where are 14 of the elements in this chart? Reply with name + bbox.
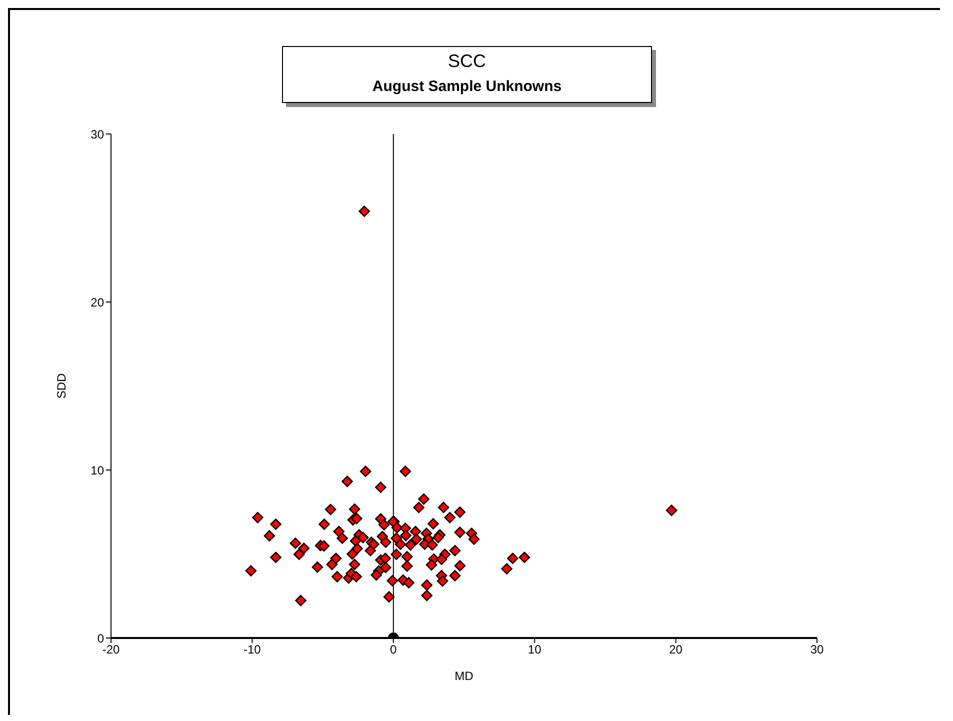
y-tick-label: 10 (90, 463, 104, 478)
y-axis-title: SDD (54, 373, 68, 399)
x-tick-label: 10 (528, 642, 542, 657)
y-tick-label: 30 (90, 127, 104, 142)
x-tick-label: 30 (810, 642, 824, 657)
x-tick-label: 0 (390, 642, 398, 657)
x-tick-label: -10 (244, 642, 262, 657)
y-tick-label: 0 (97, 631, 104, 646)
x-tick-label: -20 (102, 642, 120, 657)
x-axis-title: MD (454, 669, 474, 683)
y-tick-label: 20 (90, 295, 104, 310)
chart-subtitle: August Sample Unknowns (371, 78, 563, 95)
chart-title: SCC (446, 51, 487, 72)
x-tick-label: 20 (669, 642, 683, 657)
